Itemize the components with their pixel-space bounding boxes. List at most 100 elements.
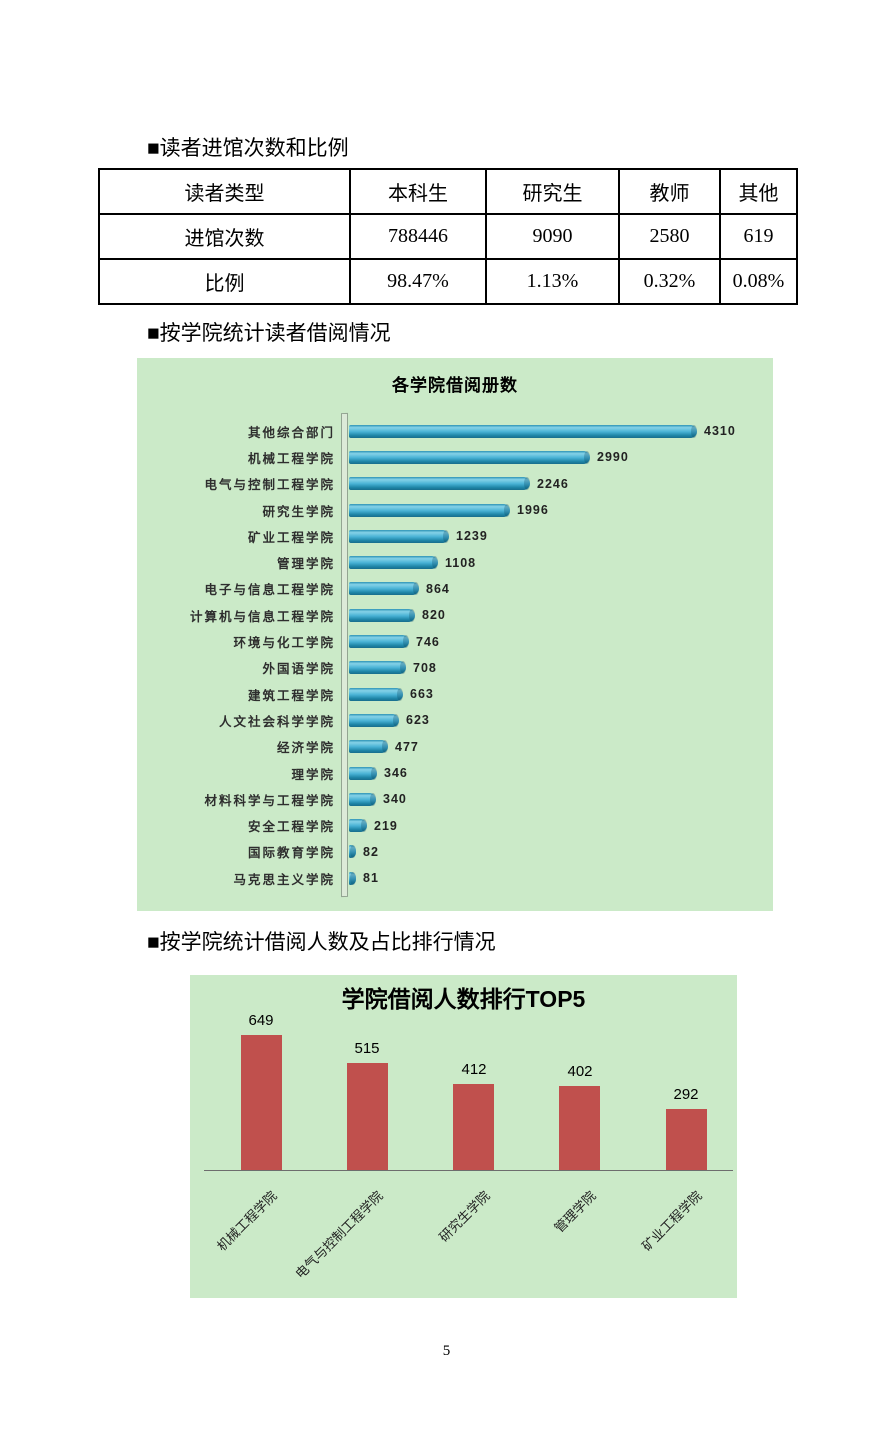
chart1-value-label: 81 bbox=[363, 871, 379, 886]
visits-table-header-cell: 本科生 bbox=[349, 168, 487, 215]
chart1-bar-row: 电气与控制工程学院 2246 bbox=[137, 471, 773, 497]
chart1-category-label: 研究生学院 bbox=[262, 504, 335, 519]
visits-table-row: 进馆次数 788446 9090 2580 619 bbox=[98, 213, 798, 260]
chart1-bar-wrap: 219 bbox=[349, 819, 398, 833]
visits-table-row-label: 进馆次数 bbox=[98, 213, 351, 260]
chart1-bar bbox=[349, 661, 406, 675]
chart1-bar-row: 人文社会科学学院 623 bbox=[137, 707, 773, 733]
chart1-bar-row: 国际教育学院 82 bbox=[137, 839, 773, 865]
chart1-bar-wrap: 623 bbox=[349, 713, 430, 727]
chart1-bar-row: 材料科学与工程学院 340 bbox=[137, 786, 773, 812]
chart1-bar bbox=[349, 582, 419, 596]
visits-table-cell: 2580 bbox=[618, 213, 721, 260]
visits-table-header-cell: 研究生 bbox=[485, 168, 620, 215]
chart1-value-label: 4310 bbox=[704, 424, 736, 439]
chart1-bar-row: 其他综合部门 4310 bbox=[137, 418, 773, 444]
chart2-bar bbox=[559, 1086, 600, 1170]
chart1-bar-wrap: 81 bbox=[349, 871, 379, 885]
chart1-value-label: 746 bbox=[416, 634, 440, 649]
chart1-bar bbox=[349, 608, 415, 622]
chart2-x-axis-labels: 机械工程学院 电气与控制工程学院 研究生学院 管理学院 矿业工程学院 bbox=[190, 1170, 737, 1298]
chart1-value-label: 708 bbox=[413, 660, 437, 675]
top5-borrowers-chart: 学院借阅人数排行TOP5 649 515 412 402 292 机械工程学院 电气与控制… bbox=[190, 975, 737, 1298]
chart1-bar-row: 管理学院 1108 bbox=[137, 549, 773, 575]
chart1-value-label: 820 bbox=[422, 608, 446, 623]
chart1-category-label: 国际教育学院 bbox=[247, 846, 335, 861]
chart1-value-label: 346 bbox=[384, 766, 408, 780]
chart1-bar-wrap: 708 bbox=[349, 661, 437, 675]
chart1-value-label: 1996 bbox=[517, 503, 549, 518]
section-heading-borrow-by-college: ■按学院统计读者借阅情况 bbox=[147, 321, 391, 345]
chart2-title: 学院借阅人数排行TOP5 bbox=[341, 986, 586, 1012]
chart1-bar-wrap: 340 bbox=[349, 792, 407, 806]
chart1-bar-wrap: 2246 bbox=[349, 477, 569, 491]
chart1-value-label: 663 bbox=[410, 687, 434, 702]
chart1-category-label: 计算机与信息工程学院 bbox=[189, 609, 335, 624]
chart1-bar-row: 机械工程学院 2990 bbox=[137, 444, 773, 470]
chart2-bar bbox=[666, 1109, 707, 1170]
chart1-bar-row: 经济学院 477 bbox=[137, 734, 773, 760]
visits-table-cell: 0.32% bbox=[618, 258, 721, 305]
visits-table: 读者类型 本科生 研究生 教师 其他 进馆次数 788446 9090 2580 619 比例 98.… bbox=[98, 168, 798, 305]
chart2-bar bbox=[347, 1063, 388, 1170]
chart2-bar bbox=[241, 1035, 282, 1170]
chart1-category-label: 人文社会科学学院 bbox=[218, 714, 335, 729]
chart1-bar-wrap: 477 bbox=[349, 740, 419, 754]
chart2-value-label: 292 bbox=[673, 1086, 699, 1103]
chart1-value-label: 477 bbox=[395, 739, 419, 754]
chart1-title: 各学院借阅册数 bbox=[392, 376, 518, 395]
visits-table-cell: 0.08% bbox=[719, 258, 798, 305]
chart1-category-label: 矿业工程学院 bbox=[247, 530, 335, 545]
chart1-bar bbox=[349, 792, 376, 806]
chart1-bar bbox=[349, 766, 377, 780]
visits-table-cell: 619 bbox=[719, 213, 798, 260]
chart1-category-label: 理学院 bbox=[291, 767, 335, 782]
chart1-bar bbox=[349, 424, 697, 438]
chart1-bar-row: 马克思主义学院 81 bbox=[137, 865, 773, 891]
chart1-bar-wrap: 746 bbox=[349, 635, 440, 649]
chart1-category-label: 外国语学院 bbox=[262, 662, 335, 677]
chart1-bar-row: 研究生学院 1996 bbox=[137, 497, 773, 523]
chart2-plot-area: 649 515 412 402 292 bbox=[190, 975, 737, 1170]
chart1-category-label: 马克思主义学院 bbox=[233, 872, 335, 887]
chart1-value-label: 2246 bbox=[537, 476, 569, 491]
chart1-bar-row: 计算机与信息工程学院 820 bbox=[137, 602, 773, 628]
chart2-bar bbox=[453, 1084, 494, 1170]
chart1-value-label: 864 bbox=[426, 581, 450, 596]
visits-table-cell: 9090 bbox=[485, 213, 620, 260]
chart1-bar-wrap: 2990 bbox=[349, 450, 629, 464]
chart2-value-label: 515 bbox=[354, 1040, 380, 1057]
chart1-bar bbox=[349, 845, 356, 859]
chart1-value-label: 1108 bbox=[445, 555, 477, 570]
section-heading-top5: ■按学院统计借阅人数及占比排行情况 bbox=[147, 930, 496, 954]
chart1-value-label: 82 bbox=[363, 844, 379, 859]
visits-table-cell: 788446 bbox=[349, 213, 487, 260]
visits-table-row: 比例 98.47% 1.13% 0.32% 0.08% bbox=[98, 258, 798, 305]
chart1-category-label: 电子与信息工程学院 bbox=[204, 583, 335, 598]
chart1-bar-wrap: 1996 bbox=[349, 503, 549, 517]
chart1-category-label: 机械工程学院 bbox=[247, 451, 335, 466]
chart1-bar-row: 矿业工程学院 1239 bbox=[137, 523, 773, 549]
visits-table-header-cell: 读者类型 bbox=[98, 168, 351, 215]
chart1-category-label: 经济学院 bbox=[276, 741, 335, 756]
visits-table-header-row: 读者类型 本科生 研究生 教师 其他 bbox=[98, 168, 798, 215]
chart1-bar-row: 电子与信息工程学院 864 bbox=[137, 576, 773, 602]
page-number: 5 bbox=[442, 1343, 451, 1359]
section-heading-visits: ■读者进馆次数和比例 bbox=[147, 136, 349, 160]
visits-table-row-label: 比例 bbox=[98, 258, 351, 305]
chart1-category-label: 安全工程学院 bbox=[247, 820, 335, 835]
borrow-books-chart: 各学院借阅册数 其他综合部门 4310 机械工程学院 2990 电气与控制工程学院 224… bbox=[137, 358, 773, 911]
chart2-value-label: 649 bbox=[248, 1012, 274, 1029]
chart1-bar-wrap: 346 bbox=[349, 766, 408, 780]
chart1-value-label: 2990 bbox=[597, 450, 629, 465]
chart1-bar bbox=[349, 450, 590, 464]
visits-table-header-cell: 其他 bbox=[719, 168, 798, 215]
chart1-bar-wrap: 1108 bbox=[349, 556, 476, 570]
chart1-bar-wrap: 820 bbox=[349, 608, 446, 622]
chart1-bar-wrap: 82 bbox=[349, 845, 379, 859]
chart1-category-label: 管理学院 bbox=[276, 557, 335, 572]
chart1-category-label: 环境与化工学院 bbox=[233, 636, 335, 651]
chart1-bar bbox=[349, 871, 356, 885]
chart1-bar-row: 建筑工程学院 663 bbox=[137, 681, 773, 707]
